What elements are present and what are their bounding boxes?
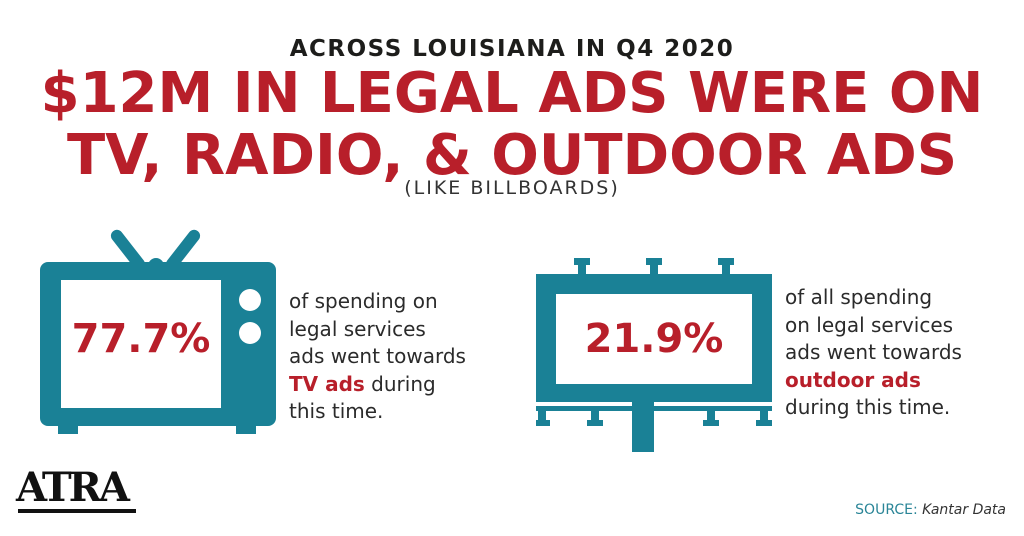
outdoor-desc-line-1: of all spending <box>785 285 933 309</box>
outdoor-ads-emphasis: outdoor ads <box>785 367 921 392</box>
tv-ads-emphasis: TV ads <box>289 371 365 396</box>
tv-icon <box>40 229 276 434</box>
tv-desc-line-4-rest: during <box>364 371 436 396</box>
source-label: SOURCE: <box>855 502 918 518</box>
tv-desc-line-5: this time. <box>289 399 384 423</box>
tv-desc-line-4: TV ads during <box>289 371 519 399</box>
source-credit: SOURCE: Kantar Data <box>855 502 1006 518</box>
outdoor-desc-line-3: ads went towards <box>785 340 962 364</box>
tv-stat-value: 77.7% <box>71 316 211 362</box>
kicker-title: ACROSS LOUISIANA IN Q4 2020 <box>289 36 735 62</box>
outdoor-stat-value: 21.9% <box>584 316 724 362</box>
logo-underline <box>18 509 136 513</box>
tv-desc-line-2: legal services <box>289 316 426 341</box>
outdoor-desc-line-5: during this time. <box>785 395 951 419</box>
subheadline: (LIKE BILLBOARDS) <box>404 177 620 199</box>
outdoor-stat-description: of all spending on legal services ads we… <box>785 284 1005 422</box>
tv-desc-line-3: ads went towards <box>289 344 466 368</box>
tv-desc-line-1: of spending on <box>289 289 438 313</box>
headline-line-1: $12M IN LEGAL ADS WERE ON <box>40 61 984 126</box>
outdoor-desc-line-2: on legal services <box>785 312 954 337</box>
tv-stat-description: of spending on legal services ads went t… <box>289 288 519 426</box>
headline-line-2: TV, RADIO, & OUTDOOR ADS <box>66 123 958 188</box>
atra-logo: ATRA <box>16 464 130 511</box>
billboard-icon <box>536 258 772 452</box>
source-name: Kantar Data <box>922 502 1006 518</box>
